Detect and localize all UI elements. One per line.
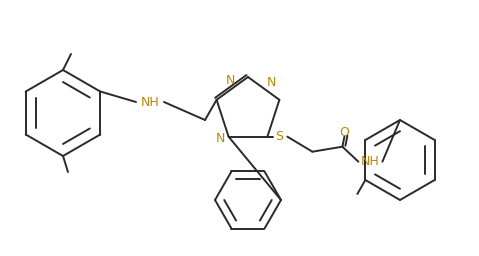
Text: NH: NH (141, 95, 160, 109)
Text: N: N (216, 132, 225, 145)
Text: NH: NH (361, 155, 380, 168)
Text: N: N (226, 74, 235, 87)
Text: N: N (267, 76, 276, 89)
Text: O: O (340, 126, 349, 139)
Text: S: S (275, 130, 284, 143)
